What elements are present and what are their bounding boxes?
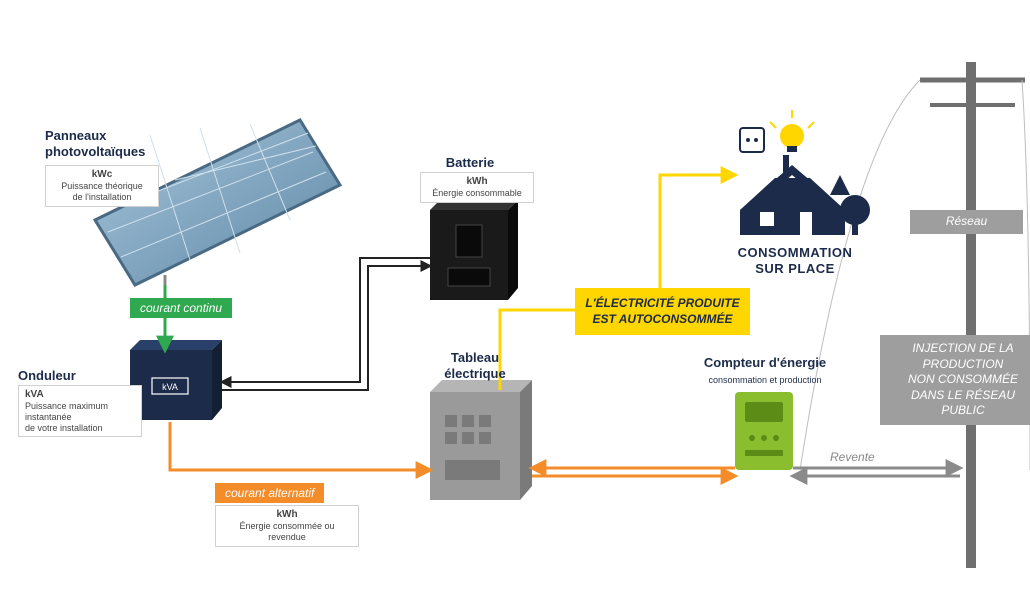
diagram-stage: { "type": "flowchart", "canvas": {"w":10… bbox=[0, 0, 1030, 598]
inverter-badge: kVA bbox=[162, 382, 178, 392]
inverter-icon: kVA bbox=[130, 340, 222, 420]
board-icon bbox=[430, 380, 532, 500]
meter-icon bbox=[735, 392, 793, 470]
battery-unit: kWhÉnergie consommable bbox=[420, 172, 534, 203]
ac-pill: courant alternatif bbox=[215, 483, 324, 503]
meter-title: Compteur d'énergie consommation et produ… bbox=[690, 355, 840, 386]
grid-pole bbox=[800, 62, 1030, 568]
injection-box: INJECTION DE LA PRODUCTIONNON CONSOMMÉED… bbox=[880, 335, 1030, 425]
panels-title: Panneauxphotovoltaïques bbox=[45, 128, 165, 159]
dc-pill: courant continu bbox=[130, 298, 232, 318]
battery-icon bbox=[430, 200, 518, 300]
grid-title: Réseau bbox=[910, 210, 1023, 234]
board-title: Tableauélectrique bbox=[430, 350, 520, 381]
self-consumption-callout: L'ÉLECTRICITÉ PRODUITEEST AUTOCONSOMMÉE bbox=[575, 288, 750, 335]
flow-board-meter bbox=[532, 468, 735, 476]
ac-unit: kWhÉnergie consommée ou revendue bbox=[215, 505, 359, 547]
inverter-unit: kVAPuissance maximum instantanéede votre… bbox=[18, 385, 142, 437]
flow-inverter-battery bbox=[222, 258, 430, 390]
consumption-label: CONSOMMATIONSUR PLACE bbox=[735, 245, 855, 276]
panels-unit: kWcPuissance théoriquede l'installation bbox=[45, 165, 159, 207]
inverter-title: Onduleur bbox=[18, 368, 118, 384]
house-icon bbox=[740, 110, 870, 235]
resale-label: Revente bbox=[830, 450, 875, 464]
flow-meter-grid bbox=[793, 468, 960, 476]
battery-title: Batterie bbox=[420, 155, 520, 171]
flow-ac bbox=[170, 422, 430, 470]
